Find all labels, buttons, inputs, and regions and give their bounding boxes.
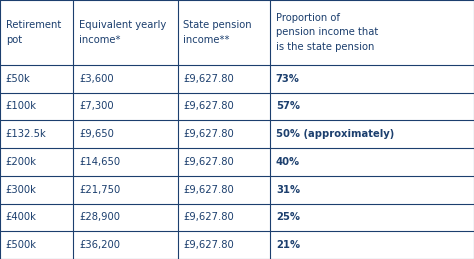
Text: £9,627.80: £9,627.80: [183, 101, 234, 111]
Text: £7,300: £7,300: [79, 101, 114, 111]
Text: £300k: £300k: [6, 185, 36, 195]
Text: Proportion of
pension income that
is the state pension: Proportion of pension income that is the…: [276, 13, 378, 52]
Text: £28,900: £28,900: [79, 212, 120, 222]
Text: £100k: £100k: [6, 101, 36, 111]
Text: £9,627.80: £9,627.80: [183, 74, 234, 84]
Text: 25%: 25%: [276, 212, 300, 222]
Text: 50% (approximately): 50% (approximately): [276, 129, 394, 139]
Text: £50k: £50k: [6, 74, 30, 84]
Text: 40%: 40%: [276, 157, 300, 167]
Text: £14,650: £14,650: [79, 157, 120, 167]
Text: £400k: £400k: [6, 212, 36, 222]
Text: £9,627.80: £9,627.80: [183, 212, 234, 222]
Text: £9,627.80: £9,627.80: [183, 157, 234, 167]
Text: Equivalent yearly
income*: Equivalent yearly income*: [79, 20, 166, 45]
Text: £21,750: £21,750: [79, 185, 120, 195]
Text: £9,650: £9,650: [79, 129, 114, 139]
Text: Retirement
pot: Retirement pot: [6, 20, 61, 45]
Text: £9,627.80: £9,627.80: [183, 129, 234, 139]
Text: £36,200: £36,200: [79, 240, 120, 250]
Text: State pension
income**: State pension income**: [183, 20, 252, 45]
Text: £500k: £500k: [6, 240, 36, 250]
Text: £9,627.80: £9,627.80: [183, 185, 234, 195]
Text: £9,627.80: £9,627.80: [183, 240, 234, 250]
Text: 21%: 21%: [276, 240, 300, 250]
Text: 31%: 31%: [276, 185, 300, 195]
Text: £3,600: £3,600: [79, 74, 114, 84]
Text: 57%: 57%: [276, 101, 300, 111]
Text: £200k: £200k: [6, 157, 36, 167]
Text: £132.5k: £132.5k: [6, 129, 46, 139]
Text: 73%: 73%: [276, 74, 300, 84]
